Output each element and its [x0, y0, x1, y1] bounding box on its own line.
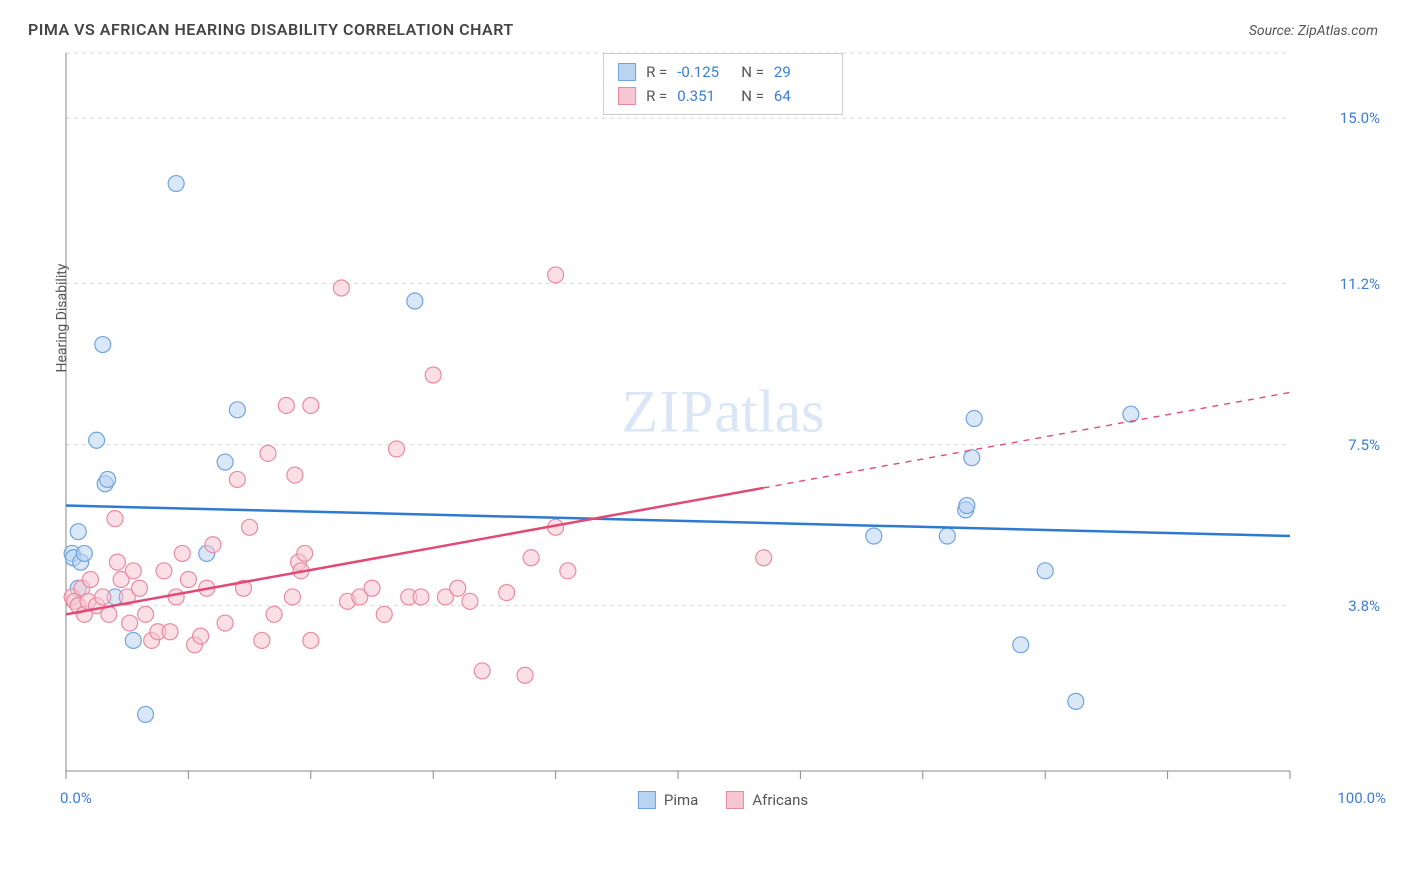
source-label: Source: ZipAtlas.com	[1249, 23, 1378, 39]
x-axis-min-label: 0.0%	[60, 789, 92, 807]
y-axis-label: 15.0%	[1340, 109, 1380, 127]
stats-legend-row: R = 0.351 N = 64	[618, 84, 828, 108]
header: PIMA VS AFRICAN HEARING DISABILITY CORRE…	[20, 20, 1386, 47]
scatter-plot	[60, 47, 1350, 807]
r-value: -0.125	[677, 60, 731, 84]
stats-legend-row: R = -0.125 N = 29	[618, 60, 828, 84]
y-axis-label: 7.5%	[1348, 436, 1380, 454]
legend-item: Pima	[638, 791, 698, 809]
r-label: R =	[646, 84, 667, 108]
y-axis-label: 11.2%	[1340, 275, 1380, 293]
n-label: N =	[741, 84, 764, 108]
legend-swatch	[618, 87, 636, 105]
x-axis-max-label: 100.0%	[1337, 789, 1386, 807]
legend-swatch	[638, 791, 656, 809]
chart-container: PIMA VS AFRICAN HEARING DISABILITY CORRE…	[20, 20, 1386, 872]
series-legend: Pima Africans	[638, 791, 808, 809]
n-label: N =	[741, 60, 764, 84]
n-value: 64	[774, 84, 828, 108]
legend-swatch	[726, 791, 744, 809]
legend-label: Africans	[752, 791, 808, 809]
r-value: 0.351	[677, 84, 731, 108]
y-axis-title: Hearing Disability	[54, 264, 70, 373]
chart-title: PIMA VS AFRICAN HEARING DISABILITY CORRE…	[28, 20, 514, 39]
legend-swatch	[618, 63, 636, 81]
n-value: 29	[774, 60, 828, 84]
stats-legend: R = -0.125 N = 29 R = 0.351 N = 64	[603, 53, 843, 115]
chart-area: Hearing Disability ZIPatlas R =-0.125N =…	[60, 47, 1386, 807]
legend-label: Pima	[664, 791, 698, 809]
legend-item: Africans	[726, 791, 808, 809]
y-axis-label: 3.8%	[1348, 597, 1380, 615]
r-label: R =	[646, 60, 667, 84]
